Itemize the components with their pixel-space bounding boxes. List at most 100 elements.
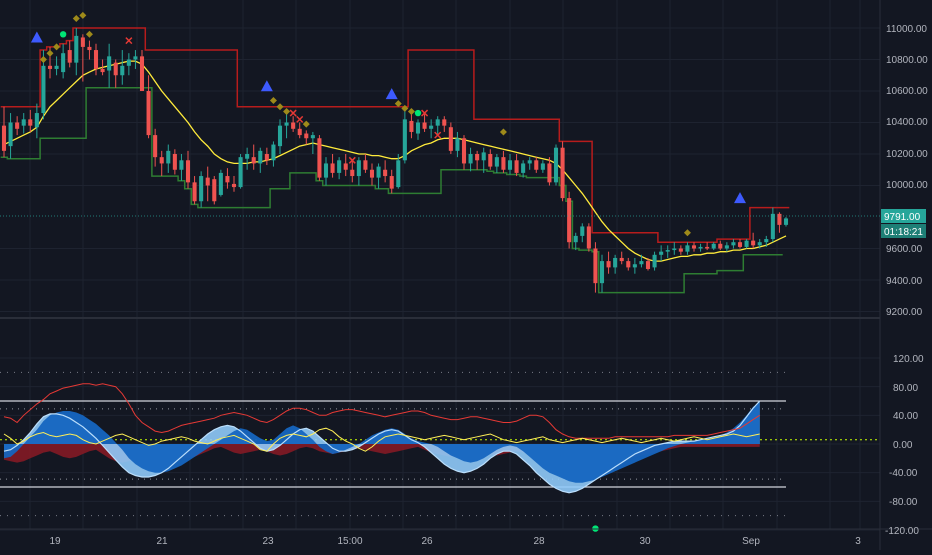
candle[interactable]	[586, 223, 591, 252]
candle[interactable]	[337, 157, 342, 180]
candle[interactable]	[619, 251, 624, 265]
candle[interactable]	[751, 232, 756, 249]
candle[interactable]	[172, 149, 177, 175]
candle[interactable]	[514, 154, 519, 177]
oscillator-axis[interactable]: 120.00 80.00 40.00 0.00 -40.00 -80.00 -1…	[885, 354, 924, 537]
candle[interactable]	[323, 157, 329, 186]
candle[interactable]	[678, 245, 683, 255]
candle[interactable]	[448, 122, 453, 155]
candle[interactable]	[15, 116, 20, 136]
candle[interactable]	[317, 135, 322, 181]
candle[interactable]	[258, 147, 263, 173]
candle[interactable]	[343, 154, 348, 177]
candle[interactable]	[777, 212, 782, 233]
candle[interactable]	[429, 119, 434, 139]
candle[interactable]	[534, 157, 539, 173]
candle[interactable]	[264, 147, 269, 166]
candle[interactable]	[606, 251, 611, 274]
candle[interactable]	[764, 235, 769, 247]
candle[interactable]	[501, 150, 506, 173]
candle[interactable]	[567, 191, 572, 249]
candle[interactable]	[527, 157, 532, 170]
candle[interactable]	[21, 113, 26, 134]
candle[interactable]	[28, 109, 33, 132]
candle[interactable]	[356, 157, 361, 186]
candle[interactable]	[205, 166, 210, 202]
candle[interactable]	[179, 154, 184, 181]
candle[interactable]	[639, 254, 644, 268]
candle[interactable]	[363, 154, 368, 173]
candle[interactable]	[245, 147, 250, 170]
candle[interactable]	[271, 141, 276, 167]
oscillator-panel[interactable]	[3, 383, 761, 494]
candle[interactable]	[724, 242, 729, 252]
candle[interactable]	[133, 50, 138, 69]
candle[interactable]	[330, 154, 335, 178]
candle[interactable]	[488, 149, 493, 170]
candle[interactable]	[494, 154, 499, 173]
candle[interactable]	[291, 116, 296, 132]
candle[interactable]	[599, 254, 605, 293]
candle[interactable]	[718, 240, 723, 251]
candle[interactable]	[731, 239, 736, 249]
candle[interactable]	[757, 239, 762, 249]
candle[interactable]	[54, 56, 59, 76]
candle[interactable]	[383, 160, 388, 183]
candle[interactable]	[415, 119, 421, 140]
candle[interactable]	[455, 131, 460, 158]
candle[interactable]	[468, 147, 473, 172]
candle[interactable]	[192, 176, 197, 205]
candle[interactable]	[284, 113, 289, 139]
candle[interactable]	[475, 150, 480, 170]
candle[interactable]	[8, 113, 13, 159]
candle[interactable]	[435, 116, 440, 136]
candle[interactable]	[126, 53, 131, 76]
candle[interactable]	[553, 144, 559, 186]
candle[interactable]	[685, 242, 690, 255]
candle[interactable]	[737, 239, 743, 249]
candle[interactable]	[547, 157, 552, 186]
candle[interactable]	[481, 147, 486, 173]
candle[interactable]	[711, 242, 716, 251]
candle[interactable]	[626, 257, 631, 271]
candle[interactable]	[540, 160, 545, 173]
candle[interactable]	[93, 43, 99, 76]
candle[interactable]	[231, 176, 237, 192]
price-panel[interactable]	[0, 27, 790, 294]
candle[interactable]	[80, 34, 85, 82]
candle[interactable]	[389, 169, 394, 194]
time-axis[interactable]: 19 21 23 15:00 26 28 30 Sep 3	[49, 536, 861, 547]
candle[interactable]	[422, 113, 427, 132]
candle[interactable]	[251, 144, 256, 170]
candle[interactable]	[580, 223, 585, 243]
candle[interactable]	[369, 163, 375, 186]
candle[interactable]	[159, 150, 164, 177]
candle[interactable]	[304, 130, 309, 145]
candle[interactable]	[139, 50, 145, 91]
candle[interactable]	[376, 163, 381, 189]
candle[interactable]	[212, 176, 217, 205]
candle[interactable]	[705, 242, 710, 251]
candle[interactable]	[698, 243, 703, 252]
candle[interactable]	[107, 43, 112, 88]
candle[interactable]	[1, 106, 7, 158]
candle[interactable]	[402, 106, 407, 164]
candle[interactable]	[783, 217, 789, 227]
candle[interactable]	[199, 171, 204, 208]
candle[interactable]	[573, 232, 578, 251]
candle[interactable]	[166, 144, 171, 173]
price-axis[interactable]: 11000.00 10800.00 10600.00 10400.00 1020…	[886, 24, 928, 318]
candle[interactable]	[87, 40, 92, 60]
candle[interactable]	[225, 168, 230, 189]
candle[interactable]	[113, 59, 118, 88]
candle[interactable]	[34, 103, 39, 139]
candle[interactable]	[218, 169, 223, 197]
candle[interactable]	[632, 257, 637, 274]
candle[interactable]	[672, 242, 677, 255]
candle[interactable]	[691, 242, 697, 252]
candle[interactable]	[613, 254, 618, 274]
candle[interactable]	[310, 131, 315, 154]
candle[interactable]	[645, 257, 651, 271]
candle[interactable]	[100, 59, 105, 76]
